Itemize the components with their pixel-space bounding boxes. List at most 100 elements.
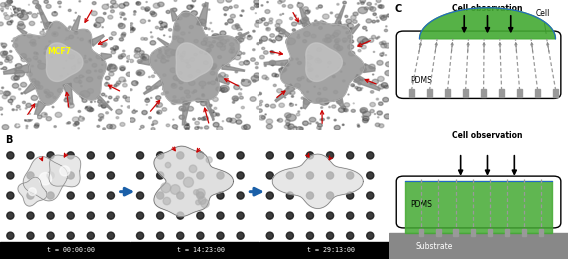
Ellipse shape: [319, 88, 320, 89]
Bar: [470, 229, 475, 236]
Ellipse shape: [185, 13, 186, 14]
Ellipse shape: [30, 42, 31, 43]
Ellipse shape: [302, 23, 307, 27]
Ellipse shape: [323, 14, 329, 19]
Ellipse shape: [46, 94, 51, 98]
Ellipse shape: [160, 27, 163, 30]
Ellipse shape: [367, 152, 374, 159]
Ellipse shape: [386, 26, 387, 27]
Ellipse shape: [362, 39, 369, 44]
Ellipse shape: [203, 116, 208, 120]
Ellipse shape: [31, 95, 37, 100]
Ellipse shape: [224, 75, 228, 77]
Ellipse shape: [379, 5, 384, 9]
Ellipse shape: [119, 77, 126, 82]
Ellipse shape: [218, 56, 222, 59]
Ellipse shape: [303, 99, 310, 104]
Ellipse shape: [358, 7, 367, 14]
Ellipse shape: [141, 54, 144, 56]
Ellipse shape: [12, 83, 19, 88]
Ellipse shape: [186, 95, 190, 98]
Ellipse shape: [37, 13, 39, 14]
Ellipse shape: [307, 78, 312, 82]
Ellipse shape: [2, 11, 3, 12]
Ellipse shape: [278, 33, 284, 37]
Ellipse shape: [10, 1, 12, 3]
Ellipse shape: [27, 232, 34, 239]
Ellipse shape: [185, 90, 190, 94]
Ellipse shape: [214, 107, 217, 109]
Ellipse shape: [89, 58, 91, 60]
Ellipse shape: [272, 64, 274, 66]
Ellipse shape: [107, 4, 108, 5]
Ellipse shape: [114, 98, 118, 101]
Ellipse shape: [202, 87, 204, 89]
Ellipse shape: [300, 19, 307, 24]
Ellipse shape: [154, 72, 156, 74]
Ellipse shape: [157, 54, 164, 59]
Ellipse shape: [240, 35, 245, 39]
Ellipse shape: [348, 94, 349, 95]
Ellipse shape: [141, 56, 145, 59]
Bar: [522, 229, 526, 236]
Ellipse shape: [322, 22, 326, 25]
Ellipse shape: [186, 103, 187, 104]
Ellipse shape: [178, 71, 182, 74]
Ellipse shape: [324, 38, 331, 43]
Ellipse shape: [272, 40, 275, 42]
Ellipse shape: [123, 96, 127, 98]
Ellipse shape: [7, 21, 12, 25]
Bar: [505, 229, 509, 236]
Ellipse shape: [151, 36, 153, 38]
Ellipse shape: [75, 12, 76, 13]
Ellipse shape: [308, 52, 310, 53]
Ellipse shape: [206, 41, 212, 47]
Ellipse shape: [142, 111, 147, 115]
Ellipse shape: [367, 2, 371, 5]
Ellipse shape: [301, 97, 304, 99]
Ellipse shape: [213, 123, 219, 127]
Ellipse shape: [17, 8, 21, 11]
Ellipse shape: [346, 152, 354, 159]
Ellipse shape: [43, 29, 44, 30]
Ellipse shape: [7, 0, 10, 2]
Ellipse shape: [27, 172, 34, 179]
Ellipse shape: [49, 23, 53, 25]
Ellipse shape: [332, 76, 335, 78]
Ellipse shape: [136, 232, 144, 239]
Ellipse shape: [136, 152, 144, 159]
Ellipse shape: [241, 125, 247, 130]
Ellipse shape: [361, 2, 364, 4]
Ellipse shape: [2, 125, 9, 130]
Ellipse shape: [36, 59, 37, 60]
Ellipse shape: [130, 59, 133, 62]
Ellipse shape: [229, 49, 235, 53]
Ellipse shape: [172, 100, 177, 104]
Ellipse shape: [177, 172, 184, 179]
Ellipse shape: [351, 16, 356, 19]
Ellipse shape: [378, 102, 383, 105]
Ellipse shape: [208, 9, 210, 10]
Ellipse shape: [220, 73, 225, 77]
Ellipse shape: [47, 152, 54, 159]
Ellipse shape: [113, 46, 119, 50]
Ellipse shape: [71, 66, 76, 70]
Ellipse shape: [52, 32, 58, 37]
Ellipse shape: [114, 68, 116, 69]
Ellipse shape: [18, 21, 24, 26]
Ellipse shape: [250, 58, 255, 61]
Ellipse shape: [290, 91, 295, 95]
Ellipse shape: [151, 75, 154, 77]
Ellipse shape: [11, 11, 15, 14]
Ellipse shape: [92, 63, 97, 67]
Ellipse shape: [285, 84, 289, 87]
Ellipse shape: [197, 232, 204, 239]
Ellipse shape: [89, 59, 92, 61]
Ellipse shape: [102, 42, 107, 46]
Ellipse shape: [241, 29, 242, 30]
Ellipse shape: [167, 60, 169, 62]
Ellipse shape: [140, 54, 149, 60]
Ellipse shape: [385, 29, 387, 32]
Ellipse shape: [0, 91, 3, 94]
Ellipse shape: [186, 12, 190, 15]
